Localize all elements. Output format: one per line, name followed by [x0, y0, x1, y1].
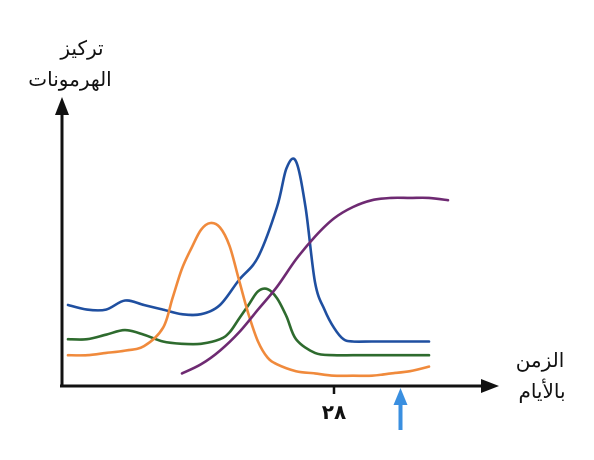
up-arrow-icon [393, 388, 408, 430]
series-line-4 [180, 196, 450, 375]
series-line-1 [66, 157, 431, 343]
x-axis-label-line2: بالأيام [518, 379, 565, 403]
x-tick-label: ٢٨ [322, 400, 346, 424]
x-axis-arrowhead [481, 379, 499, 393]
series-line-2 [66, 287, 431, 357]
y-axis-label-line2: الهرمونات [28, 67, 111, 91]
series-line-3 [66, 221, 431, 378]
y-axis-label-line1: تركيز [59, 36, 103, 60]
x-axis-label-line1: الزمن [516, 348, 565, 372]
series-layer [66, 157, 450, 378]
y-axis-arrowhead [55, 97, 69, 115]
marker-arrow-head [393, 388, 408, 405]
